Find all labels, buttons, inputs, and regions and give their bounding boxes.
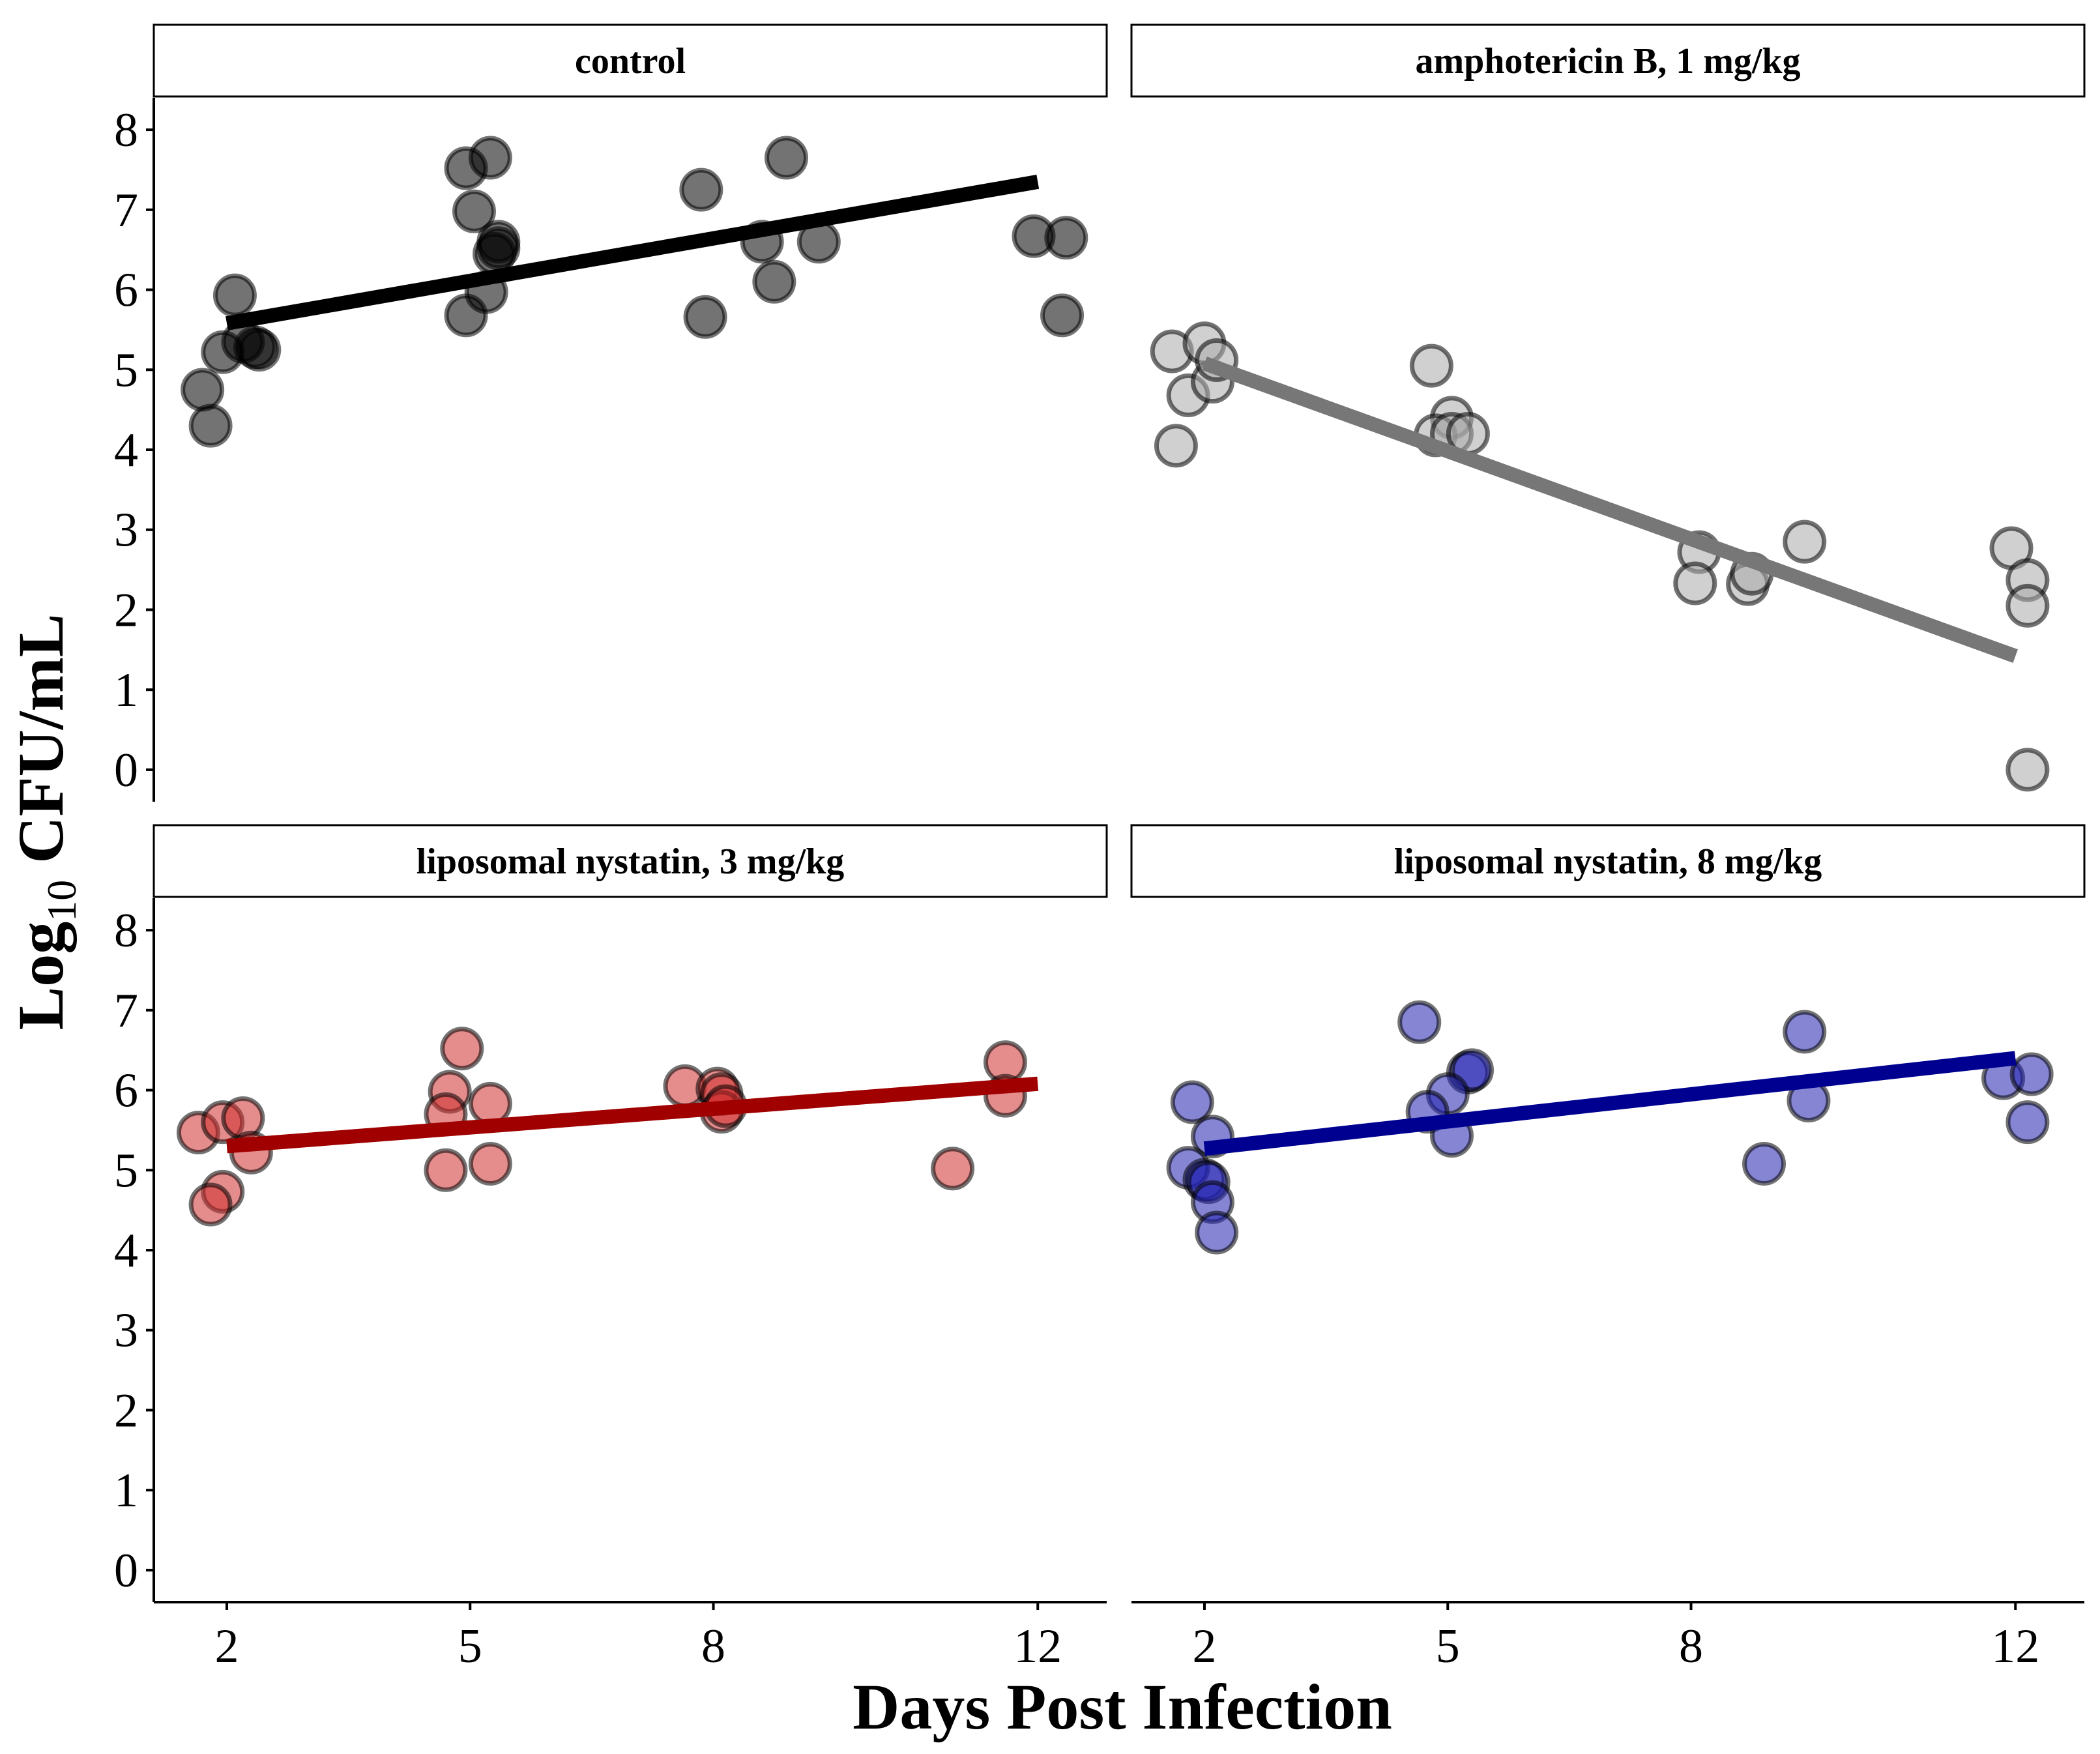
y-tick-label: 5	[114, 1144, 138, 1197]
regression-line	[226, 1076, 1039, 1154]
x-tick-label: 8	[701, 1620, 725, 1673]
data-point	[440, 1027, 484, 1071]
facet-strip-box	[153, 824, 1108, 898]
data-point	[468, 136, 512, 180]
y-tick-label: 7	[114, 184, 138, 237]
x-tick-label: 8	[1679, 1620, 1703, 1673]
facet-strip-box	[1130, 824, 2086, 898]
data-point	[444, 293, 488, 338]
data-point	[1040, 293, 1085, 338]
regression-line	[1202, 357, 2018, 663]
data-point	[752, 259, 796, 304]
data-point	[683, 295, 727, 339]
data-point	[468, 1081, 512, 1126]
data-point	[1673, 561, 1717, 606]
data-point	[476, 226, 521, 270]
y-axis-title-main: Log	[5, 922, 77, 1030]
data-point	[237, 328, 282, 372]
x-axis-title: Days Post Infection	[853, 1671, 1392, 1743]
data-point	[1195, 1210, 1239, 1255]
y-tick-label: 1	[114, 1464, 138, 1517]
y-tick-label: 0	[114, 744, 138, 797]
facet-panel: control 0 1 2 3 4 5 6 7 8	[114, 23, 1108, 802]
y-axis-title-rest: CFU/mL	[5, 613, 77, 879]
y-tick-label: 8	[114, 904, 138, 957]
y-tick-label: 3	[114, 1304, 138, 1358]
data-point	[1409, 343, 1453, 388]
x-tick-label: 2	[1192, 1620, 1216, 1673]
regression-line	[1203, 1051, 2017, 1156]
data-point	[1783, 1010, 1827, 1054]
facet-strip-box	[153, 23, 1108, 98]
data-point	[1154, 424, 1198, 468]
data-point	[2005, 1100, 2050, 1145]
facet-strip-title: control	[575, 41, 686, 81]
data-point	[931, 1147, 975, 1191]
y-axis-title: Log10 CFU/mL	[5, 613, 85, 1030]
facet-strip-title: liposomal nystatin, 8 mg/kg	[1394, 841, 1822, 882]
data-point	[2009, 1052, 2054, 1096]
data-point	[1783, 519, 1827, 564]
facet-strip-title: liposomal nystatin, 3 mg/kg	[416, 841, 845, 882]
y-tick-label: 3	[114, 504, 138, 557]
facet-panel: amphotericin B, 1 mg/kg	[1130, 23, 2086, 792]
y-tick-label: 0	[114, 1544, 138, 1598]
data-point	[452, 189, 496, 233]
data-point	[188, 403, 233, 448]
data-point	[1397, 1000, 1442, 1044]
x-tick-label: 5	[1436, 1620, 1460, 1673]
y-tick-label: 7	[114, 984, 138, 1038]
x-tick-label: 12	[1991, 1620, 2039, 1673]
y-tick-label: 6	[114, 264, 138, 317]
y-tick-label: 5	[114, 343, 138, 397]
y-tick-label: 2	[114, 583, 138, 637]
data-point	[1170, 1080, 1214, 1124]
y-tick-label: 2	[114, 1384, 138, 1437]
data-point	[468, 1141, 512, 1186]
x-tick-label: 12	[1014, 1620, 1062, 1673]
y-tick-label: 4	[114, 1224, 138, 1278]
data-point	[188, 1182, 233, 1227]
data-point	[424, 1148, 468, 1192]
data-point	[212, 273, 257, 317]
facet-strip-box	[1130, 23, 2086, 98]
x-tick-label: 2	[214, 1620, 239, 1673]
regression-line	[226, 175, 1040, 330]
data-point	[2005, 748, 2050, 792]
y-tick-label: 6	[114, 1064, 138, 1118]
data-point	[181, 368, 225, 412]
x-tick-label: 5	[458, 1620, 482, 1673]
data-point	[2005, 583, 2050, 628]
data-point	[765, 136, 809, 180]
facet-panel: liposomal nystatin, 8 mg/kg 2 5 8 12	[1130, 824, 2086, 1673]
y-axis-title-subscript: 10	[38, 880, 85, 922]
data-point	[679, 168, 723, 212]
y-tick-label: 8	[114, 104, 138, 157]
data-point	[1742, 1141, 1786, 1186]
y-tick-label: 4	[114, 424, 138, 477]
y-tick-label: 1	[114, 664, 138, 717]
facet-strip-title: amphotericin B, 1 mg/kg	[1415, 41, 1800, 81]
data-point	[1044, 216, 1088, 260]
